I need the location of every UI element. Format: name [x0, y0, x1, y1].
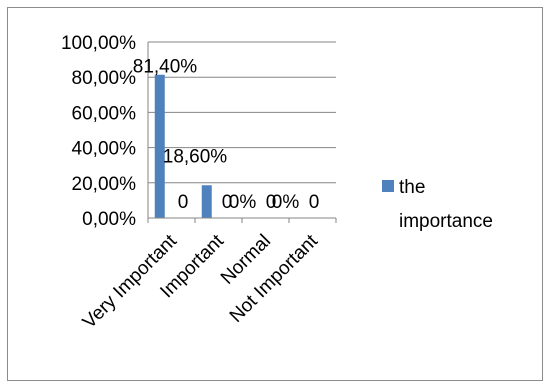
legend-swatch: [382, 180, 394, 192]
bar: [154, 74, 165, 219]
y-tick-labels: 0,00% 20,00% 40,00% 60,00% 80,00% 100,00…: [61, 33, 136, 230]
y-tick-label: 100,00%: [61, 33, 136, 54]
x-tick-labels: Very Important Important Normal Not Impo…: [79, 230, 323, 333]
data-label: 18,60%: [163, 146, 228, 167]
y-tick-label: 40,00%: [72, 139, 137, 160]
data-label: 0: [222, 192, 233, 213]
y-tick-label: 0,00%: [82, 209, 136, 230]
bars: [154, 74, 212, 219]
y-tick-label: 80,00%: [72, 68, 137, 89]
y-tick-label: 20,00%: [72, 174, 137, 195]
legend-label: importance: [399, 211, 493, 232]
data-label: 0%: [272, 192, 300, 213]
axes: [147, 42, 337, 223]
legend: the importance: [382, 177, 493, 232]
data-label: 0: [309, 192, 320, 213]
data-label: 81,40%: [133, 57, 198, 78]
data-label: 0: [266, 192, 277, 213]
gridlines: [148, 41, 336, 184]
legend-label: the: [399, 177, 425, 198]
data-labels: 81,40% 0 18,60% 0 0% 0 0% 0: [133, 57, 320, 213]
bar: [201, 185, 212, 218]
data-label: 0: [178, 192, 189, 213]
data-label: 0%: [229, 192, 257, 213]
chart-frame: [7, 7, 543, 381]
y-tick-label: 60,00%: [72, 103, 137, 124]
